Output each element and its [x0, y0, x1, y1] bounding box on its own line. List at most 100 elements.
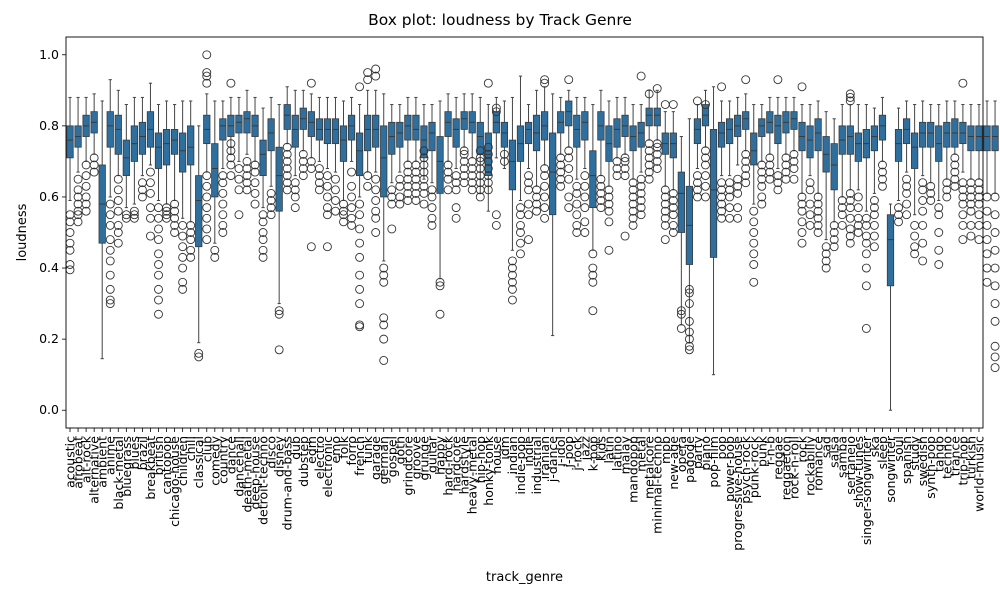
outlier-point: [483, 171, 493, 181]
outlier-point: [556, 181, 566, 191]
outlier-point: [660, 213, 670, 223]
genre-box-r-n-b: [765, 96, 775, 184]
outlier-point: [186, 220, 196, 230]
iqr-box: [717, 121, 726, 148]
genre-box-death-metal: [242, 89, 252, 195]
outlier-point: [459, 149, 469, 159]
outlier-point: [701, 192, 710, 202]
outlier-point: [652, 84, 662, 93]
outlier-point: [845, 238, 855, 248]
outlier-point: [878, 160, 887, 170]
genre-box-indie: [524, 104, 533, 245]
genre-box-songwriter: [886, 203, 895, 411]
outlier-point: [982, 263, 992, 273]
genre-box-singer-songwriter: [861, 104, 871, 333]
outlier-point: [540, 171, 550, 181]
outlier-point: [668, 210, 678, 220]
iqr-box: [307, 111, 315, 137]
outlier-point: [668, 228, 678, 237]
outlier-point: [282, 142, 292, 152]
outlier-point: [845, 213, 855, 223]
outlier-point: [741, 75, 751, 85]
genre-box-afrobeat: [73, 96, 83, 227]
outlier-point: [540, 181, 550, 191]
x-tick-label: black-metal: [111, 436, 126, 510]
x-tick-label: opera: [674, 436, 689, 472]
genre-box-study: [910, 104, 920, 259]
iqr-box: [444, 111, 452, 137]
x-tick-label: rock: [795, 435, 810, 462]
genre-box-chicago-house: [170, 104, 180, 237]
genre-box-breakbeat: [146, 82, 155, 241]
outlier-point: [435, 309, 445, 319]
outlier-point: [572, 210, 582, 220]
outlier-point: [564, 146, 574, 156]
outlier-point: [845, 188, 855, 198]
outlier-point: [692, 178, 702, 188]
outlier-point: [660, 192, 670, 202]
genre-box-metal: [636, 71, 646, 220]
outlier-point: [773, 185, 783, 195]
outlier-point: [178, 242, 188, 252]
genre-box-blues: [129, 96, 139, 223]
outlier-point: [532, 185, 542, 195]
outlier-point: [371, 228, 381, 237]
iqr-box: [814, 118, 822, 152]
x-tick-label: hard-rock: [441, 435, 456, 495]
outlier-point: [604, 217, 614, 227]
outlier-point: [604, 185, 614, 195]
genre-box-party: [692, 96, 702, 202]
outlier-point: [797, 228, 807, 237]
iqr-box: [693, 118, 702, 145]
outlier-point: [636, 196, 646, 205]
outlier-point: [684, 316, 694, 326]
outlier-point: [379, 277, 389, 287]
outlier-point: [604, 206, 614, 216]
genre-box-psych-rock: [741, 75, 751, 188]
outlier-point: [934, 203, 944, 213]
iqr-box: [170, 129, 179, 155]
outlier-point: [282, 156, 292, 166]
outlier-point: [813, 192, 823, 202]
x-tick-label: groove: [408, 436, 423, 479]
genre-box-indie-pop: [516, 75, 525, 259]
y-tick-label: 1.0: [39, 47, 59, 62]
outlier-point: [371, 213, 381, 223]
x-tick-label: pop: [714, 436, 729, 460]
outlier-point: [491, 107, 501, 117]
x-tick-label: j-pop: [561, 436, 576, 469]
outlier-point: [869, 196, 879, 205]
x-tick-label: acoustic: [63, 436, 78, 488]
iqr-box: [508, 139, 517, 191]
chart-title: Box plot: loudness by Track Genre: [368, 11, 632, 29]
x-tick-label: chicago-house: [167, 436, 182, 527]
x-tick-label: soul: [891, 436, 906, 462]
outlier-point: [540, 203, 550, 213]
outlier-point: [146, 188, 155, 198]
outlier-point: [242, 185, 252, 195]
outlier-point: [805, 185, 815, 195]
genre-box-forro: [347, 96, 357, 230]
iqr-box: [323, 118, 332, 145]
outlier-point: [154, 284, 163, 294]
outlier-point: [363, 181, 373, 191]
x-tick-label: mandopop: [626, 436, 641, 503]
outlier-point: [717, 82, 727, 92]
genre-box-j-dance: [549, 93, 557, 337]
outlier-point: [733, 174, 743, 184]
genre-box-groove: [411, 96, 421, 205]
outlier-point: [749, 260, 759, 269]
outlier-point: [186, 235, 196, 245]
outlier-point: [202, 171, 212, 181]
outlier-point: [347, 167, 357, 177]
iqr-box: [830, 143, 838, 191]
outlier-point: [588, 270, 598, 280]
outlier-point: [861, 249, 871, 259]
outlier-point: [105, 270, 115, 280]
genre-box-brazil: [137, 96, 147, 202]
outlier-point: [363, 75, 373, 85]
outlier-point: [966, 220, 976, 230]
outlier-point: [620, 171, 630, 181]
iqr-box: [283, 104, 291, 130]
outlier-point: [339, 206, 348, 216]
